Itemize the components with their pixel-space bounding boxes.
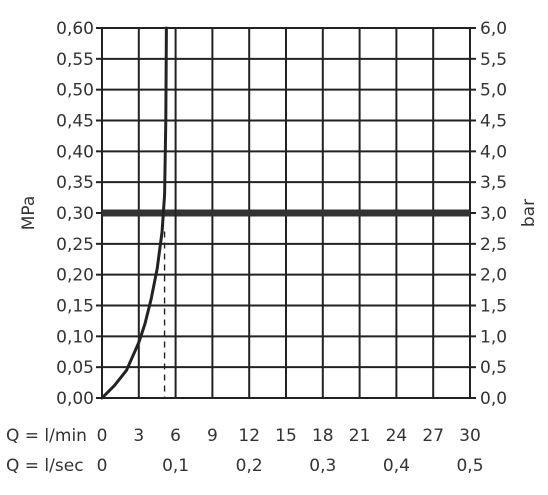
x-tick-label: 6 [170, 426, 181, 446]
y-tick-label-right: 3,5 [480, 173, 507, 193]
y-tick-label-right: 0,5 [480, 358, 507, 378]
series-curve [100, 26, 168, 400]
x-secondary-tick-label: 0,3 [309, 456, 336, 476]
y-tick-label-left: 0,60 [56, 19, 94, 39]
y-tick-label-right: 4,5 [480, 112, 507, 132]
y-tick-label-left: 0,00 [56, 389, 94, 409]
x-tick-label: 15 [275, 426, 297, 446]
x-secondary-tick-label: 0 [97, 456, 108, 476]
x-tick-label: 21 [349, 426, 371, 446]
y-tick-label-right: 6,0 [480, 19, 507, 39]
y-tick-label-left: 0,10 [56, 327, 94, 347]
x-tick-label: 24 [386, 426, 408, 446]
x-axis-title-secondary: Q = l/sec [6, 456, 84, 476]
y-tick-label-right: 2,5 [480, 235, 507, 255]
y-tick-label-left: 0,30 [56, 204, 94, 224]
y-tick-label-right: 4,0 [480, 142, 507, 162]
y-tick-label-left: 0,55 [56, 50, 94, 70]
x-tick-label: 18 [312, 426, 334, 446]
y-tick-label-right: 1,0 [480, 327, 507, 347]
y-tick-label-left: 0,45 [56, 112, 94, 132]
x-tick-label: 27 [422, 426, 444, 446]
x-secondary-tick-label: 0,5 [456, 456, 483, 476]
x-secondary-tick-label: 0,4 [383, 456, 410, 476]
y-tick-label-right: 1,5 [480, 297, 507, 317]
y-tick-label-left: 0,25 [56, 235, 94, 255]
y-tick-label-right: 2,0 [480, 266, 507, 286]
y-axis-title-left: MPa [19, 196, 39, 231]
x-tick-label: 0 [97, 426, 108, 446]
x-secondary-tick-label: 0,1 [162, 456, 189, 476]
y-tick-label-left: 0,35 [56, 173, 94, 193]
y-tick-label-left: 0,15 [56, 297, 94, 317]
y-tick-label-right: 3,0 [480, 204, 507, 224]
y-tick-label-right: 5,5 [480, 50, 507, 70]
x-tick-label: 30 [459, 426, 481, 446]
y-axis-title-right: bar [519, 199, 539, 227]
x-secondary-tick-label: 0,2 [236, 456, 263, 476]
x-tick-label: 9 [207, 426, 218, 446]
x-tick-label: 12 [238, 426, 260, 446]
y-tick-label-right: 5,0 [480, 81, 507, 101]
y-tick-label-left: 0,20 [56, 266, 94, 286]
y-tick-label-left: 0,50 [56, 81, 94, 101]
y-tick-label-left: 0,05 [56, 358, 94, 378]
x-tick-label: 3 [133, 426, 144, 446]
y-tick-label-left: 0,40 [56, 142, 94, 162]
x-axis-title-primary: Q = l/min [6, 426, 87, 446]
y-tick-label-right: 0,0 [480, 389, 507, 409]
